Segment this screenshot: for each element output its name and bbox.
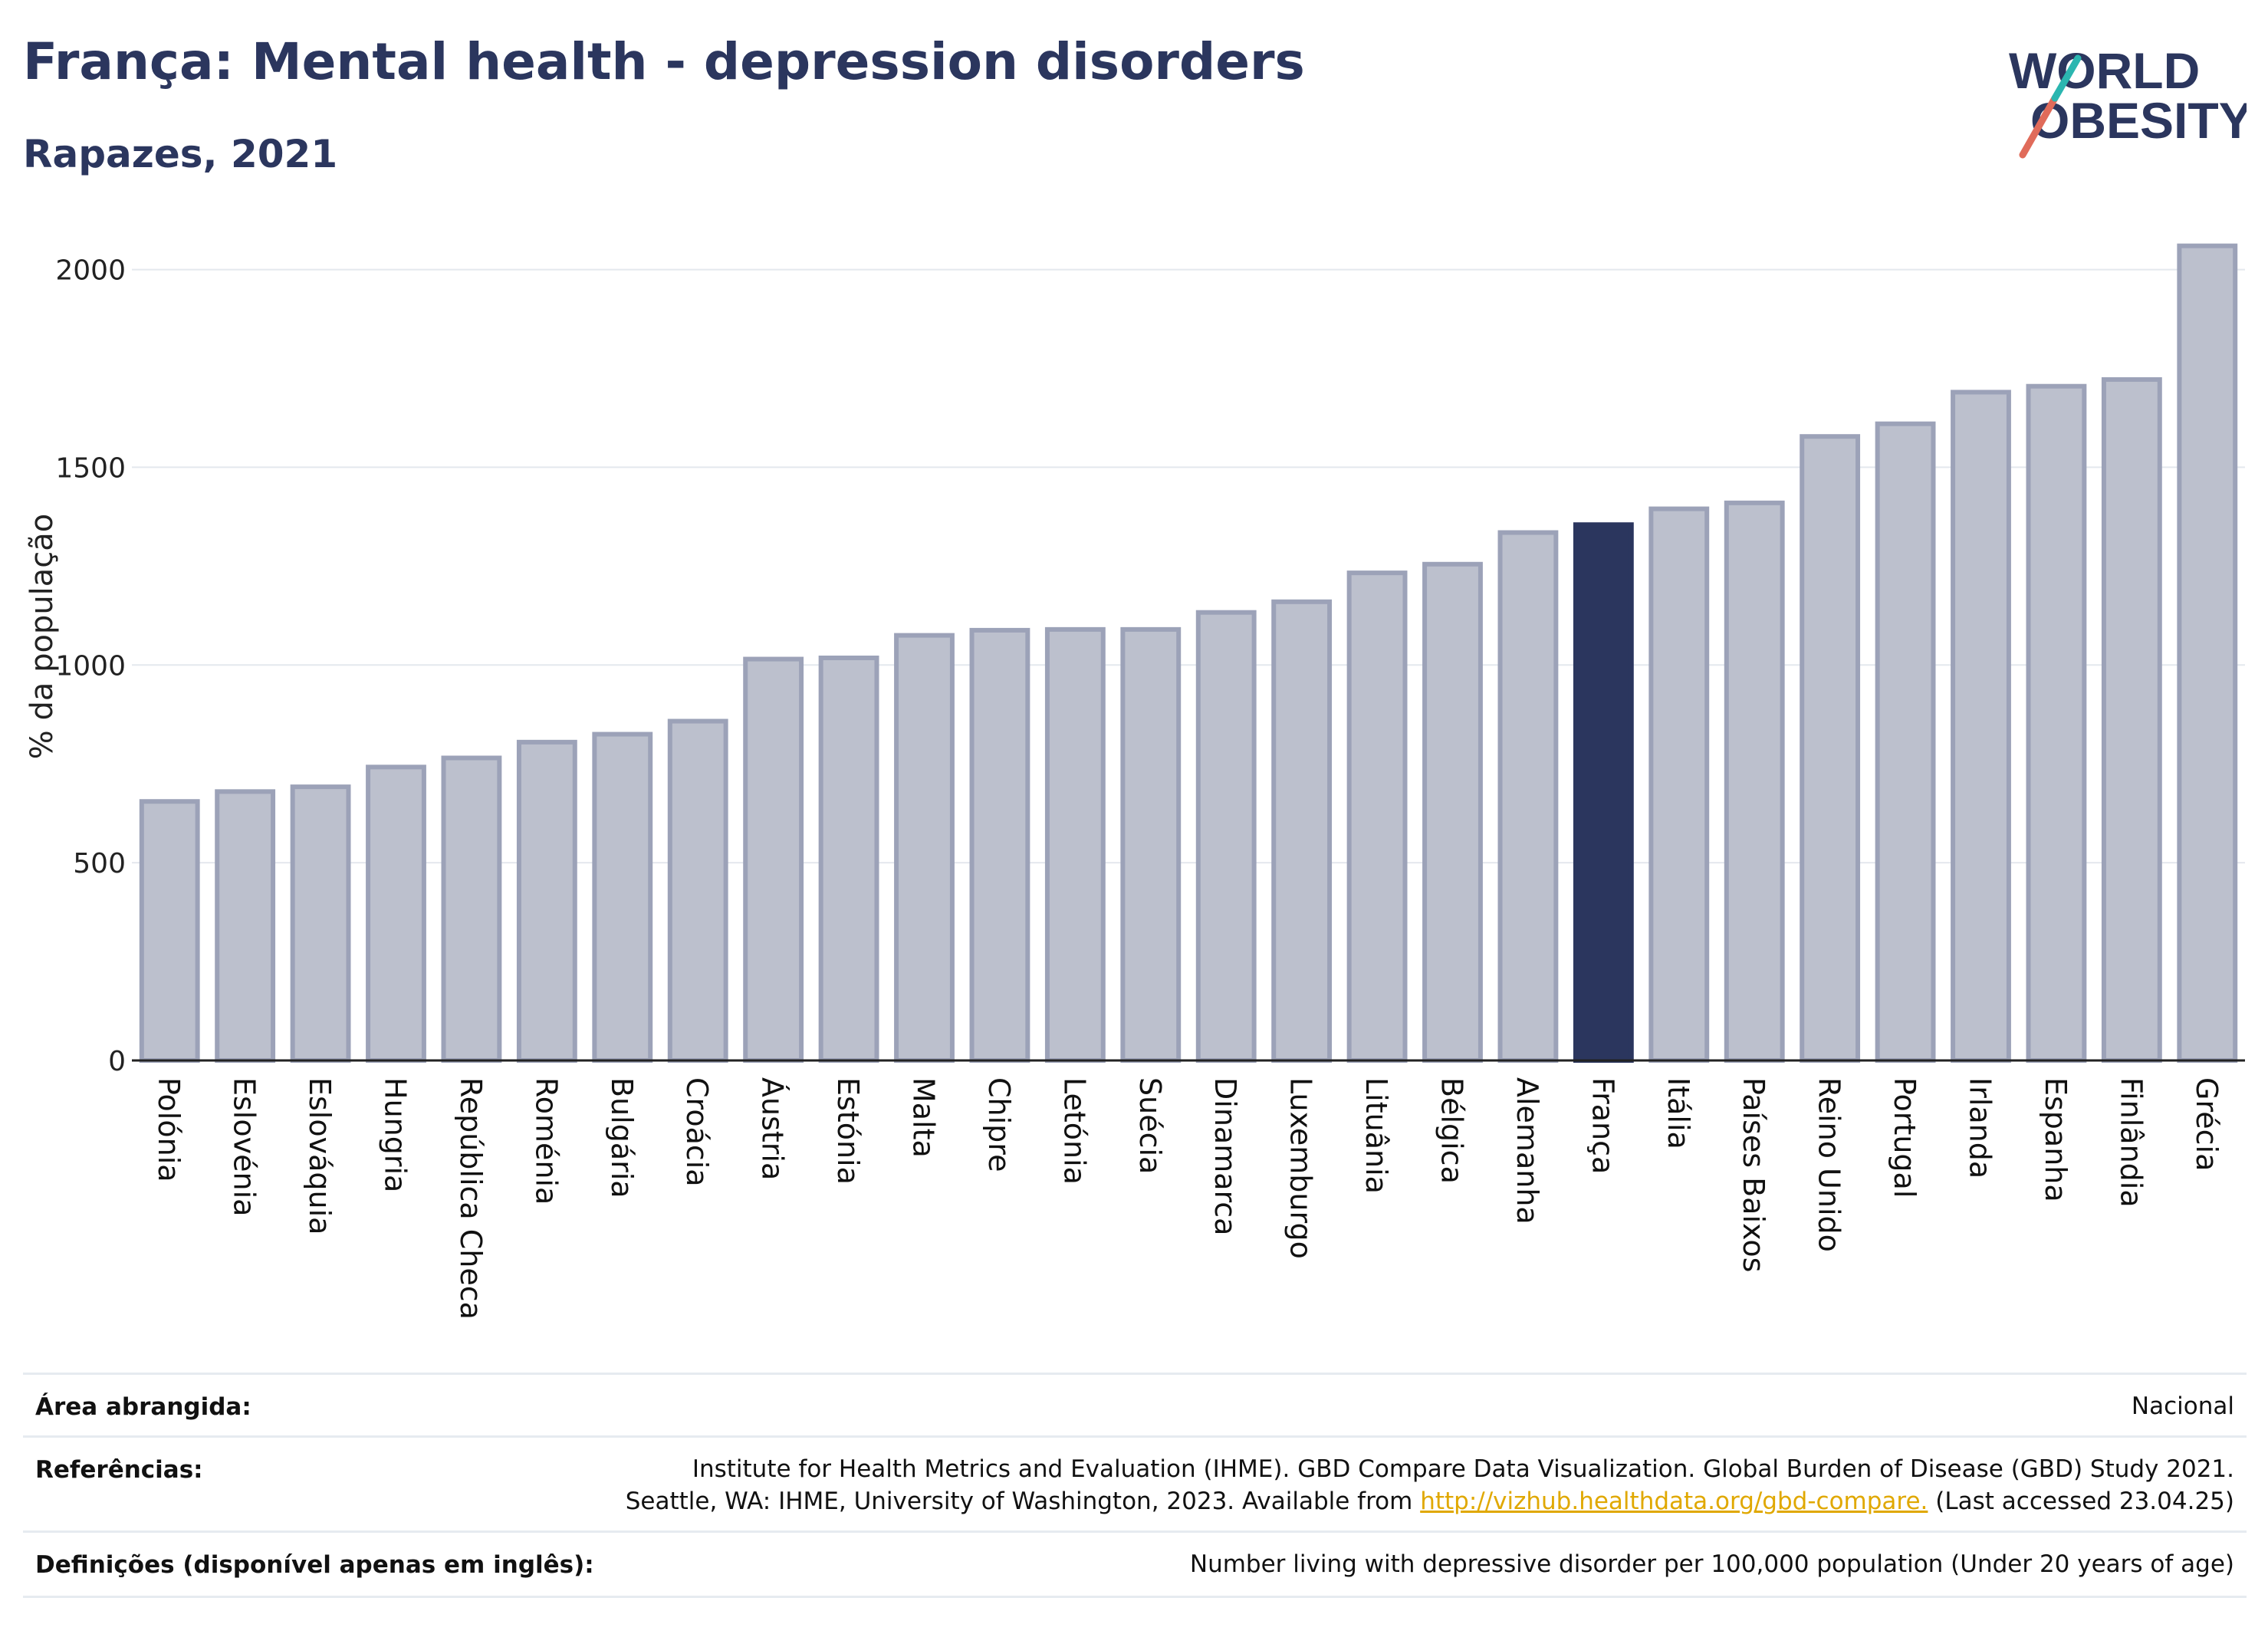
x-tick-label: Estónia	[831, 1077, 865, 1185]
bar	[969, 627, 1030, 1063]
bar	[1497, 530, 1559, 1063]
bar	[1573, 522, 1634, 1063]
bar	[2101, 376, 2162, 1063]
ref-line2: Seattle, WA: IHME, University of Washing…	[626, 1485, 2234, 1517]
page-title: França: Mental health - depression disor…	[23, 32, 1305, 91]
y-tick-label: 500	[73, 848, 126, 879]
ref-line2-pre: Seattle, WA: IHME, University of Washing…	[625, 1488, 1413, 1515]
world-obesity-logo: WORLD OBESITY	[2009, 42, 2247, 159]
y-tick-label: 0	[108, 1046, 126, 1077]
x-tick-label: Croácia	[680, 1077, 714, 1187]
bar	[894, 633, 955, 1063]
x-tick-label: Finlândia	[2114, 1077, 2148, 1208]
bar	[1195, 610, 1257, 1063]
bar	[1120, 626, 1182, 1063]
x-tick-label: Grécia	[2190, 1077, 2224, 1171]
x-tick-label: Bélgica	[1435, 1077, 1469, 1184]
bar	[139, 799, 200, 1063]
area-value: Nacional	[2131, 1392, 2234, 1420]
footer-def-row: Definições (disponível apenas em inglês)…	[23, 1530, 2247, 1598]
bar	[290, 784, 351, 1064]
x-tick-label: Polónia	[152, 1077, 186, 1182]
y-tick-label: 1500	[55, 452, 126, 484]
bar	[1648, 506, 1710, 1063]
x-tick-label: Malta	[907, 1077, 941, 1158]
bar	[2026, 383, 2087, 1063]
def-label: Definições (disponível apenas em inglês)…	[35, 1551, 594, 1579]
ref-line2-post: (Last accessed 23.04.25)	[1935, 1488, 2234, 1515]
ref-label: Referências:	[35, 1456, 203, 1484]
bar	[2177, 243, 2238, 1064]
page-subtitle: Rapazes, 2021	[23, 132, 338, 176]
x-tick-label: Letónia	[1057, 1077, 1091, 1185]
logo-line2: OBESITY	[2030, 92, 2247, 149]
logo-line1: WORLD	[2009, 42, 2200, 99]
x-tick-label: Suécia	[1133, 1077, 1167, 1174]
y-axis-label: % da população	[25, 514, 60, 760]
def-value: Number living with depressive disorder p…	[1189, 1550, 2234, 1578]
x-tick-label: Luxemburgo	[1284, 1077, 1318, 1259]
y-tick-label: 2000	[55, 255, 126, 287]
x-tick-label: Chipre	[982, 1077, 1016, 1172]
bar	[1346, 570, 1408, 1063]
ref-line1: Institute for Health Metrics and Evaluat…	[692, 1455, 2234, 1483]
x-tick-label: Irlanda	[1964, 1077, 1997, 1179]
x-tick-label: Dinamarca	[1208, 1077, 1242, 1235]
x-tick-label: Áustria	[756, 1077, 790, 1180]
bar	[818, 656, 879, 1063]
footer-ref-row: Referências: Institute for Health Metric…	[23, 1435, 2247, 1533]
bar	[516, 739, 577, 1063]
footer-area-row: Área abrangida: Nacional	[23, 1373, 2247, 1438]
x-tick-label: Espanha	[2039, 1077, 2072, 1202]
x-tick-label: Eslováquia	[303, 1077, 337, 1235]
y-tick-label: 1000	[55, 650, 126, 682]
x-tick-label: França	[1586, 1077, 1619, 1174]
bar	[215, 789, 276, 1064]
x-tick-label: Hungria	[379, 1077, 413, 1192]
bar	[667, 718, 728, 1063]
bar	[1724, 500, 1785, 1063]
bar	[1044, 626, 1106, 1063]
bar	[1875, 421, 1936, 1063]
bar	[1800, 434, 1861, 1063]
x-tick-label: Países Baixos	[1737, 1077, 1770, 1272]
x-tick-label: Reino Unido	[1813, 1077, 1846, 1252]
bar	[441, 755, 502, 1063]
x-tick-label: Eslovénia	[228, 1077, 261, 1216]
bar	[366, 764, 426, 1064]
x-tick-label: Lituânia	[1359, 1077, 1393, 1194]
ref-link[interactable]: http://vizhub.healthdata.org/gbd-compare…	[1420, 1488, 1928, 1515]
bar	[743, 656, 804, 1063]
x-tick-label: Portugal	[1888, 1077, 1921, 1198]
bar	[1951, 390, 2011, 1063]
area-label: Área abrangida:	[35, 1393, 251, 1421]
x-tick-label: Itália	[1662, 1077, 1695, 1149]
x-tick-label: Alemanha	[1510, 1077, 1544, 1225]
x-tick-label: Bulgária	[605, 1077, 639, 1198]
bar	[1271, 599, 1333, 1063]
bar-chart: 0 500 1000 1500 2000 % da população Polónia Esl…	[25, 243, 2245, 1320]
ref-text: Institute for Health Metrics and Evaluat…	[626, 1453, 2234, 1517]
bar	[592, 732, 653, 1063]
x-tick-label: República Checa	[454, 1077, 488, 1320]
bar	[1422, 561, 1483, 1063]
x-tick-label: Roménia	[529, 1077, 563, 1205]
